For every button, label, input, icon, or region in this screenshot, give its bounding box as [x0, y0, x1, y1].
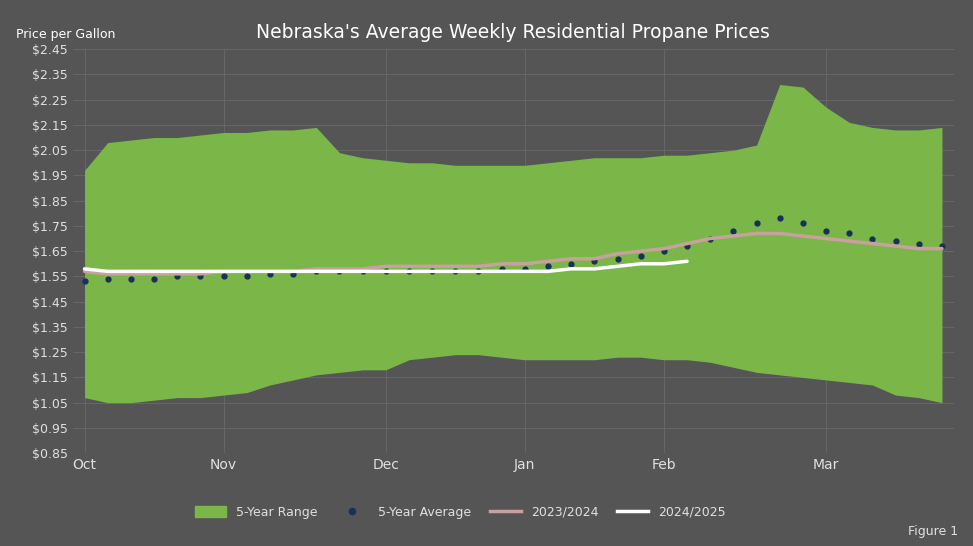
- Title: Nebraska's Average Weekly Residential Propane Prices: Nebraska's Average Weekly Residential Pr…: [256, 23, 771, 42]
- Text: Price per Gallon: Price per Gallon: [16, 28, 115, 41]
- Legend: 5-Year Range, 5-Year Average, 2023/2024, 2024/2025: 5-Year Range, 5-Year Average, 2023/2024,…: [190, 501, 731, 524]
- Text: Figure 1: Figure 1: [908, 525, 958, 538]
